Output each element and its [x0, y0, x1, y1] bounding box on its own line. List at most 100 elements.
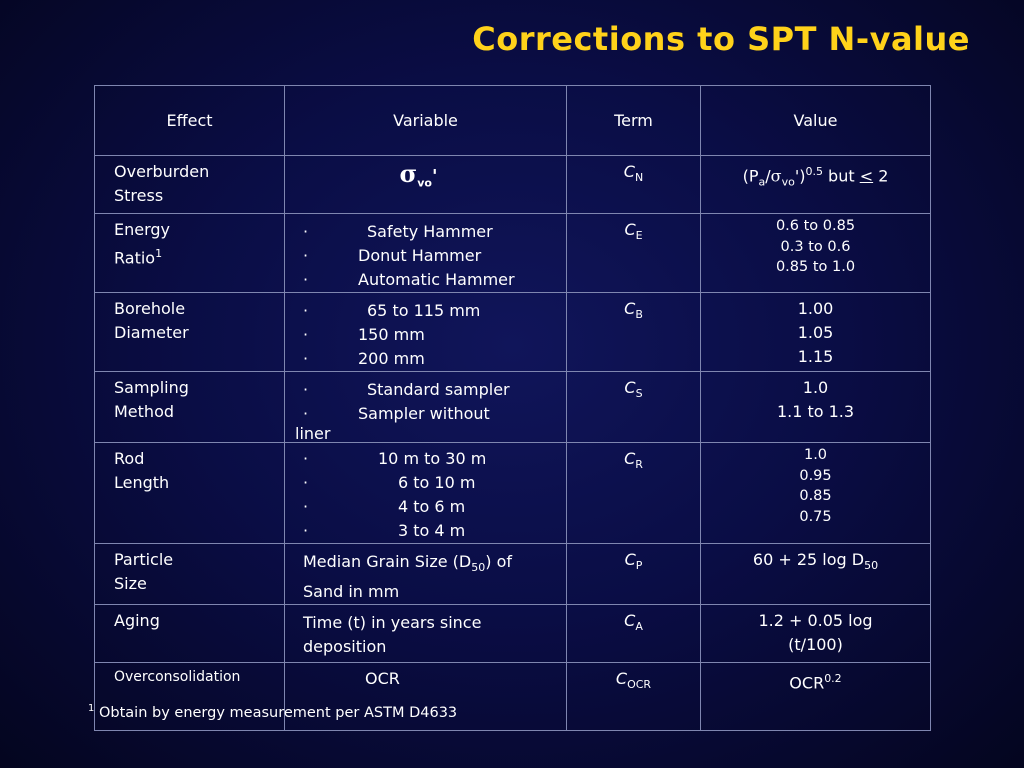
variable-subscript: 50: [471, 561, 486, 575]
variable-text: 3 to 4 m: [398, 521, 466, 540]
effect-cell: Borehole Diameter: [94, 292, 285, 372]
term-cell: CP: [566, 542, 701, 606]
list-item: · 4 to 6 m: [303, 497, 466, 516]
value-subscript: vo: [781, 175, 795, 189]
variable-cell: · Standard sampler · Sampler without liner: [284, 371, 567, 443]
value-text: 0.85: [799, 488, 832, 504]
variable-text: Time (t) in years since: [303, 613, 482, 633]
value-text: but: [822, 166, 860, 186]
term-cell: CN: [566, 155, 701, 214]
term-cell: CB: [566, 292, 701, 372]
variable-text: Automatic Hammer: [358, 270, 515, 289]
variable-cell: · Safety Hammer · Donut Hammer · Automatic …: [284, 213, 567, 293]
value-text: 1.2 + 0.05 log: [758, 611, 873, 631]
term-cell: CE: [566, 213, 701, 293]
term-subscript: B: [635, 308, 643, 322]
list-item: · Donut Hammer: [303, 246, 482, 265]
sigma-symbol: σ: [399, 159, 418, 188]
value-text: 1.0: [803, 447, 828, 463]
value-cell: (Pa/σvo')0.5 but < 2: [700, 155, 931, 214]
value-text: 0.3 to 0.6: [780, 238, 851, 255]
list-item: · 10 m to 30 m: [303, 449, 487, 468]
variable-text: ) of: [485, 552, 512, 571]
table-row-borehole: Borehole Diameter · 65 to 115 mm · 150 mm …: [94, 292, 931, 372]
term-cell: CS: [566, 371, 701, 443]
variable-text: OCR: [365, 669, 400, 689]
value-text: <: [859, 166, 874, 186]
effect-label: Ratio: [114, 248, 156, 268]
variable-suffix: ': [431, 166, 438, 187]
variable-text: 150 mm: [358, 325, 425, 344]
value-text: /: [765, 166, 771, 186]
effect-label: Rod: [114, 449, 145, 468]
value-text: 1.05: [797, 323, 834, 342]
value-cell: 1.0 0.95 0.85 0.75: [700, 442, 931, 544]
variable-text: Safety Hammer: [367, 222, 493, 241]
variable-text: deposition: [303, 637, 387, 657]
term-subscript: N: [634, 171, 644, 185]
value-cell: 1.00 1.05 1.15: [700, 292, 931, 372]
header-variable: Variable: [284, 85, 567, 156]
header-term: Term: [566, 85, 701, 156]
table-row-sampling: Sampling Method · Standard sampler · Sampl…: [94, 371, 931, 443]
effect-label: Particle: [114, 550, 174, 569]
value-cell: 1.0 1.1 to 1.3: [700, 371, 931, 443]
value-text: 2: [873, 166, 889, 186]
variable-text: Sampler without: [358, 404, 490, 423]
variable-text: Donut Hammer: [358, 246, 482, 265]
variable-text: 65 to 115 mm: [367, 301, 481, 320]
value-text: 60 + 25 log D: [752, 550, 865, 569]
term-letter: C: [624, 220, 636, 239]
term-letter: C: [624, 449, 636, 468]
value-subscript: 50: [864, 559, 879, 573]
list-item: · Sampler without: [303, 404, 490, 423]
value-text: '): [794, 166, 806, 186]
list-item: · 6 to 10 m: [303, 473, 476, 492]
table-row-particle-size: Particle Size Median Grain Size (D50) of…: [94, 542, 931, 606]
variable-cell: · 10 m to 30 m · 6 to 10 m · 4 to 6 m · 3 to…: [284, 442, 567, 544]
table-row-aging: Aging Time (t) in years since deposition…: [94, 604, 931, 664]
value-text: OCR: [789, 673, 825, 693]
term-subscript: S: [635, 387, 643, 401]
variable-cell: σvo': [284, 155, 567, 214]
value-text: 0.85 to 1.0: [775, 259, 856, 275]
value-text: 1.00: [797, 299, 834, 318]
list-item: · Automatic Hammer: [303, 270, 515, 289]
term-cell: COCR: [566, 662, 701, 732]
value-text: (t/100): [788, 635, 843, 655]
table-row-overburden: Overburden Stress σvo' CN (Pa/σvo')0.5 b…: [94, 155, 931, 214]
effect-label: Borehole: [114, 299, 186, 318]
effect-label: Overconsolidation: [114, 669, 241, 686]
term-subscript: R: [635, 458, 643, 472]
effect-label: Overburden: [114, 162, 210, 181]
list-item: liner: [295, 426, 566, 442]
term-letter: C: [623, 162, 635, 181]
list-item: · 150 mm: [303, 325, 425, 344]
effect-label: Diameter: [114, 323, 189, 342]
value-text: 1.1 to 1.3: [776, 402, 855, 421]
variable-text: liner: [295, 424, 331, 443]
variable-subscript: vo: [417, 176, 432, 190]
footnote-marker: 1: [155, 247, 163, 260]
term-letter: C: [624, 299, 636, 318]
footnote: 1 Obtain by energy measurement per ASTM …: [88, 703, 457, 721]
header-effect: Effect: [94, 85, 285, 156]
variable-cell: OCR: [284, 662, 567, 732]
value-cell: OCR0.2: [700, 662, 931, 732]
table-header-row: Effect Variable Term Value: [94, 85, 931, 156]
table-row-energy: Energy Ratio1 · Safety Hammer · Donut Hamm…: [94, 213, 931, 293]
effect-label: Energy: [114, 220, 171, 239]
effect-cell: Rod Length: [94, 442, 285, 544]
term-subscript: OCR: [627, 678, 652, 692]
value-text: 1.15: [797, 347, 834, 366]
term-letter: C: [624, 378, 636, 397]
variable-text: 4 to 6 m: [398, 497, 466, 516]
variable-text: 200 mm: [358, 349, 425, 368]
term-cell: CR: [566, 442, 701, 544]
footnote-marker: 1: [88, 703, 95, 714]
variable-text: Median Grain Size (D: [303, 552, 472, 571]
effect-label: Aging: [114, 611, 160, 631]
value-subscript: a: [758, 175, 766, 189]
corrections-table: Effect Variable Term Value Overburden St…: [94, 85, 931, 732]
variable-text: 6 to 10 m: [398, 473, 476, 492]
